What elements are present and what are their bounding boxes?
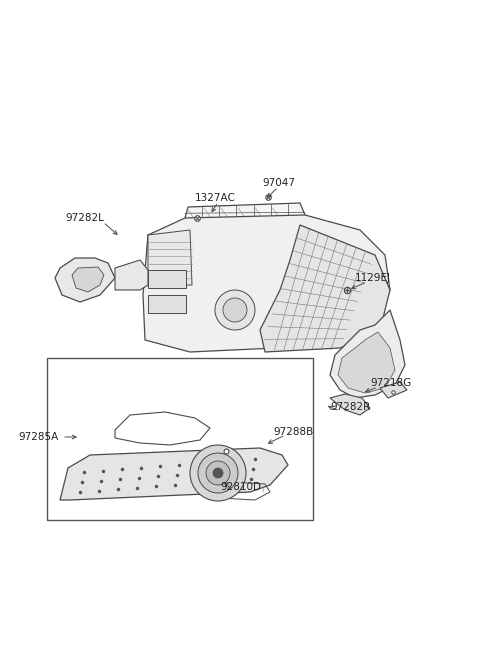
Polygon shape bbox=[330, 310, 405, 398]
Polygon shape bbox=[143, 215, 390, 352]
Polygon shape bbox=[338, 332, 395, 393]
Polygon shape bbox=[145, 228, 192, 325]
Text: 97218G: 97218G bbox=[370, 378, 411, 388]
Polygon shape bbox=[260, 225, 390, 352]
Text: 1129EJ: 1129EJ bbox=[355, 273, 391, 283]
Text: 97285A: 97285A bbox=[18, 432, 58, 442]
Circle shape bbox=[215, 290, 255, 330]
Polygon shape bbox=[185, 203, 305, 232]
Circle shape bbox=[198, 453, 238, 493]
Polygon shape bbox=[60, 448, 288, 500]
Circle shape bbox=[190, 445, 246, 501]
Polygon shape bbox=[330, 394, 370, 415]
Text: 97282L: 97282L bbox=[65, 213, 104, 223]
Text: 97047: 97047 bbox=[262, 178, 295, 188]
Text: 97282R: 97282R bbox=[330, 402, 370, 412]
Polygon shape bbox=[55, 258, 115, 302]
Polygon shape bbox=[72, 267, 104, 292]
Text: 97288B: 97288B bbox=[273, 427, 313, 437]
Circle shape bbox=[223, 298, 247, 322]
Text: 92810D: 92810D bbox=[220, 482, 261, 492]
Bar bbox=[47, 358, 313, 520]
Polygon shape bbox=[380, 382, 407, 398]
Circle shape bbox=[213, 468, 223, 478]
Circle shape bbox=[206, 461, 230, 485]
Polygon shape bbox=[148, 230, 192, 285]
Bar bbox=[148, 270, 186, 288]
Text: 1327AC: 1327AC bbox=[195, 193, 236, 203]
Bar bbox=[148, 295, 186, 313]
Polygon shape bbox=[115, 260, 148, 290]
